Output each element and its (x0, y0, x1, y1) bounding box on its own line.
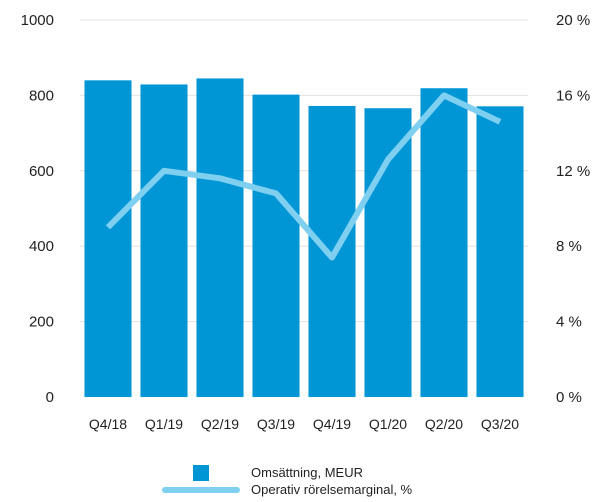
left-tick-label: 200 (29, 314, 54, 331)
x-tick-label: Q3/20 (481, 416, 519, 432)
x-axis-ticks: Q4/18 Q1/19 Q2/19 Q3/19 Q4/19 Q1/20 Q2/20 Q3/20 (89, 416, 519, 432)
bar (476, 106, 524, 397)
left-tick-label: 0 (46, 389, 54, 406)
bar-series (84, 78, 524, 398)
margin-line (105, 92, 502, 261)
bar (420, 88, 468, 397)
right-tick-label: 8 % (556, 238, 582, 255)
legend-bar-swatch (193, 465, 209, 481)
line-series (105, 92, 502, 261)
bar (84, 80, 132, 397)
right-tick-label: 16 % (556, 87, 590, 104)
left-tick-label: 1000 (21, 12, 54, 29)
left-axis-ticks: 0 200 400 600 800 1000 (21, 12, 54, 406)
right-tick-label: 4 % (556, 314, 582, 331)
x-tick-label: Q4/19 (313, 416, 351, 432)
x-tick-label: Q3/19 (257, 416, 295, 432)
bar (252, 94, 300, 397)
right-tick-label: 20 % (556, 12, 590, 29)
legend-label-revenue: Omsättning, MEUR (251, 465, 363, 480)
bar (196, 78, 244, 397)
bar (140, 84, 188, 397)
left-tick-label: 600 (29, 163, 54, 180)
x-tick-label: Q2/20 (425, 416, 463, 432)
right-tick-label: 12 % (556, 163, 590, 180)
legend-label-margin: Operativ rörelsemarginal, % (251, 482, 413, 497)
right-tick-label: 0 % (556, 389, 582, 406)
left-tick-label: 400 (29, 238, 54, 255)
x-tick-label: Q4/18 (89, 416, 127, 432)
right-axis-ticks: 0 % 4 % 8 % 12 % 16 % 20 % (556, 12, 590, 406)
left-tick-label: 800 (29, 87, 54, 104)
x-tick-label: Q1/20 (369, 416, 407, 432)
x-tick-label: Q1/19 (145, 416, 183, 432)
x-tick-label: Q2/19 (201, 416, 239, 432)
legend-line-swatch (162, 487, 240, 493)
bar (364, 108, 412, 397)
legend: Omsättning, MEUR Operativ rörelsemargina… (162, 465, 413, 497)
